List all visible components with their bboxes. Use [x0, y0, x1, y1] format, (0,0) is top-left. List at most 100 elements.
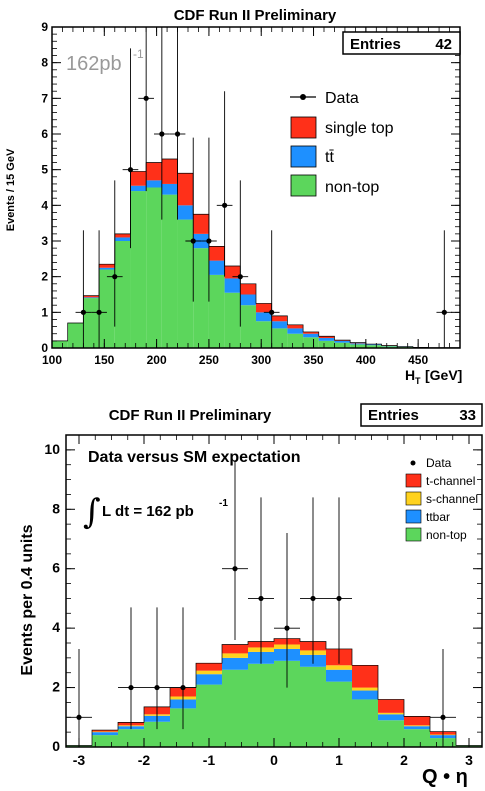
- bottom-legend-s-channel-swatch: [405, 491, 422, 506]
- top-data-point-3: [122, 48, 139, 249]
- top-data-marker: [237, 274, 243, 280]
- top-xtick-label-6: 400: [356, 353, 376, 367]
- top-legend-non-top-label: non-top: [325, 179, 379, 196]
- top-xtick-label-2: 200: [147, 353, 167, 367]
- top-bar-non_top-19: [350, 344, 366, 348]
- top-ytick-label-7: 7: [41, 91, 48, 105]
- bottom-legend-t-channel-swatch: [405, 473, 422, 488]
- top-entries-value: 42: [435, 36, 452, 53]
- bottom-legend-data-label: Data: [426, 456, 452, 470]
- bottom-bar-non_top-9: [300, 666, 326, 747]
- bottom-plot-frame: [65, 434, 483, 748]
- bottom-legend-data-marker: [410, 460, 416, 466]
- bottom-subtitle: Data versus SM expectation: [88, 449, 301, 466]
- top-bar-ttbar-20: [365, 344, 382, 346]
- top-bar-non_top-5: [130, 191, 147, 348]
- top-bar-single_top-4: [114, 233, 131, 238]
- bottom-xtick-label-1: -2: [138, 752, 151, 768]
- top-legend-data-label: Data: [325, 90, 359, 107]
- top-bar-ttbar-16: [303, 333, 319, 338]
- top-bar-non_top-11: [224, 292, 241, 348]
- bottom-legend-non-top: non-top: [405, 527, 467, 542]
- bottom-entries-box: Entries 33: [360, 403, 483, 427]
- top-bar-single_top-11: [224, 265, 241, 279]
- bottom-bar-t_channel-5: [196, 663, 222, 671]
- top-bar-non_top-9: [193, 248, 209, 348]
- top-data-point-5: [154, 27, 170, 220]
- bottom-data-marker: [336, 595, 342, 602]
- top-data-point-6: [169, 27, 186, 220]
- bottom-data-point-6: [274, 533, 300, 688]
- top-bar-single_top-18: [334, 340, 351, 341]
- bottom-legend-t-channel-label: t-channel: [426, 474, 475, 488]
- bottom-bar-ttbar-1: [92, 732, 118, 736]
- top-ytick-label-3: 3: [41, 234, 48, 248]
- bottom-bar-t_channel-12: [378, 699, 404, 713]
- top-ylabel: Events / 15 GeV: [5, 148, 17, 231]
- bottom-luminosity-exp: -1: [219, 498, 228, 509]
- top-data-point-1: [91, 230, 107, 348]
- bottom-bar-non_top-1: [92, 735, 118, 747]
- bottom-bar-t_channel-13: [404, 716, 430, 726]
- top-xtick-label-4: 300: [251, 353, 271, 367]
- bottom-data-point-3: [170, 607, 196, 730]
- top-ytick-label-8: 8: [41, 56, 48, 70]
- bottom-xtick-label-4: 1: [335, 752, 343, 768]
- bottom-legend-ttbar: ttbar: [405, 509, 450, 524]
- bottom-data-marker: [258, 595, 264, 602]
- bottom-ytick-label-2: 4: [52, 619, 60, 635]
- bottom-data-point-9: [430, 648, 456, 747]
- top-bar-single_top-3: [99, 264, 115, 268]
- top-data-marker: [174, 131, 181, 137]
- top-panel: CDF Run II Preliminary Events / 15 GeV 1…: [5, 7, 462, 386]
- bottom-legend-t-channel: t-channel: [405, 473, 475, 488]
- bottom-data-point-2: [144, 607, 170, 730]
- bottom-xtick-label-0: -3: [73, 752, 86, 768]
- top-ytick-label-1: 1: [41, 305, 48, 319]
- top-data-point-10: [232, 180, 249, 327]
- top-bar-single_top-6: [146, 162, 162, 181]
- top-ytick-label-4: 4: [41, 198, 48, 212]
- bottom-bar-s_channel-13: [404, 725, 430, 727]
- bottom-data-marker: [154, 684, 160, 691]
- bottom-entries-value: 33: [459, 407, 476, 424]
- bottom-legend-ttbar-swatch: [405, 509, 422, 524]
- top-data-point-12: [436, 230, 453, 348]
- bottom-bar-t_channel-11: [352, 665, 378, 688]
- top-bar-ttbar-4: [114, 237, 131, 241]
- bottom-bar-non_top-5: [196, 684, 222, 747]
- bottom-data-point-7: [300, 497, 326, 664]
- top-bar-non_top-17: [318, 340, 335, 348]
- top-data-marker: [222, 202, 228, 208]
- top-ytick-label-6: 6: [41, 127, 48, 141]
- bottom-data-point-8: [326, 497, 352, 664]
- top-bar-single_top-5: [130, 171, 147, 186]
- bottom-xtick-label-5: 2: [400, 752, 408, 768]
- top-data-marker: [80, 309, 86, 315]
- top-bar-ttbar-14: [271, 321, 288, 329]
- bottom-bar-s_channel-11: [352, 687, 378, 691]
- top-ytick-label-0: 0: [41, 341, 48, 355]
- top-bar-single_top-16: [303, 331, 319, 334]
- bottom-bar-s_channel-12: [378, 712, 404, 715]
- bottom-data-point-0: [66, 648, 92, 747]
- top-bar-ttbar-8: [177, 205, 194, 220]
- top-xlabel-unit: [GeV]: [425, 367, 462, 383]
- top-luminosity-label: 162pb -1: [66, 47, 144, 75]
- top-xlabel-main: H: [405, 367, 415, 383]
- bottom-title: CDF Run II Preliminary: [109, 407, 272, 424]
- top-legend-data: Data: [290, 90, 359, 107]
- top-bar-single_top-13: [256, 303, 272, 313]
- top-xlabel-sub: T: [415, 376, 421, 386]
- top-ytick-label-9: 9: [41, 20, 48, 34]
- top-bar-non_top-15: [287, 333, 304, 348]
- top-ytick-label-5: 5: [41, 163, 48, 177]
- bottom-entries-frame: [360, 403, 483, 427]
- bottom-bar-non_top-10: [326, 681, 352, 747]
- top-ytick-label-2: 2: [41, 270, 48, 284]
- bottom-bar-s_channel-1: [92, 731, 118, 733]
- top-data-marker: [441, 309, 447, 315]
- bottom-bar-ttbar-10: [326, 669, 352, 682]
